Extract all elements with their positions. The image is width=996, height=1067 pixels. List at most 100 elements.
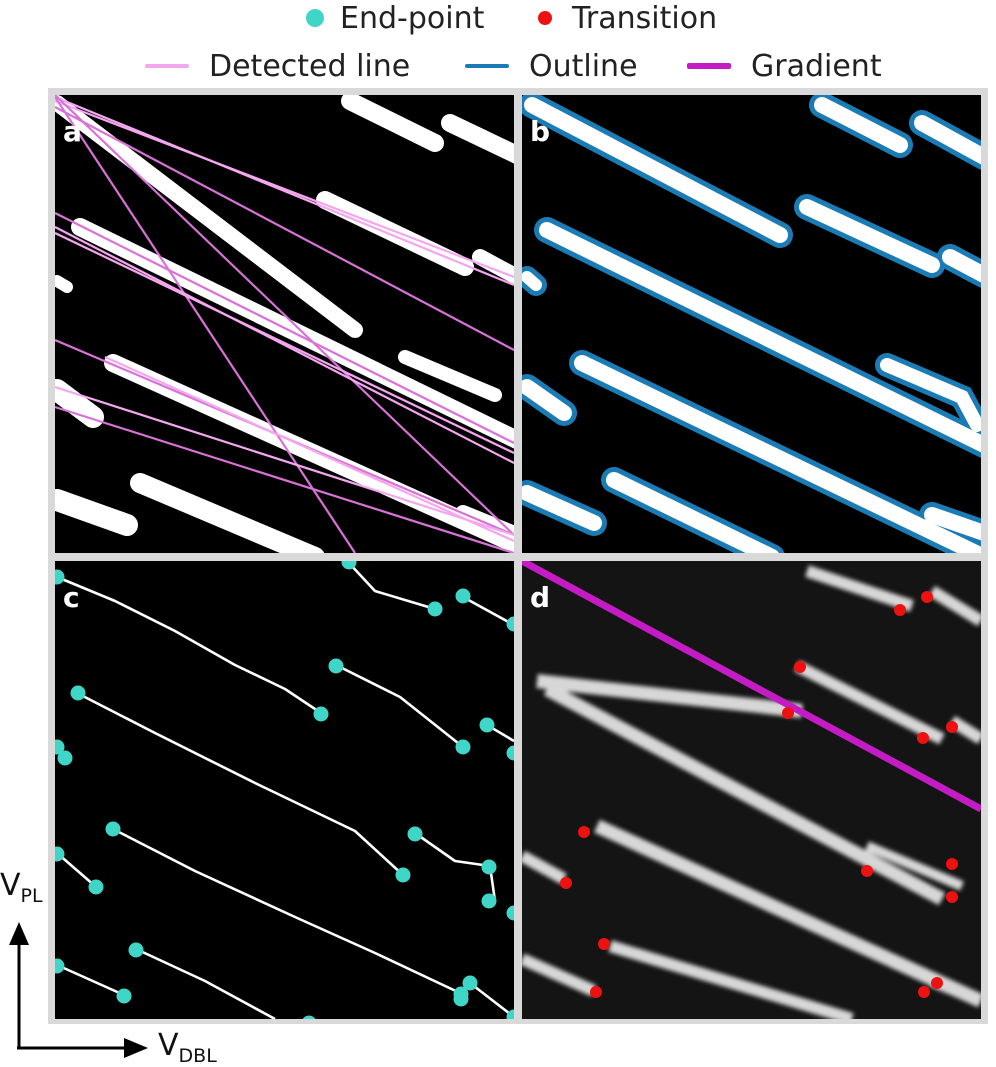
blob bbox=[522, 379, 572, 421]
panel-letter-a: a bbox=[63, 115, 82, 148]
end-point-marker bbox=[455, 739, 471, 755]
legend-transition-label: Transition bbox=[572, 0, 718, 36]
detected-line bbox=[55, 226, 514, 464]
transition-marker-icon bbox=[538, 11, 552, 25]
blob bbox=[914, 115, 981, 165]
end-point-marker bbox=[55, 846, 65, 862]
panel-letter-c: c bbox=[63, 581, 80, 614]
detected-line bbox=[55, 385, 514, 537]
charge-transition-band bbox=[928, 585, 981, 627]
end-point-marker bbox=[506, 616, 514, 632]
transition-marker bbox=[918, 986, 930, 998]
y-axis-label-main: V bbox=[0, 868, 21, 903]
x-axis-label-sub: DBL bbox=[178, 1045, 217, 1067]
end-point-marker bbox=[328, 658, 344, 674]
transition-marker bbox=[931, 977, 943, 989]
end-point-marker bbox=[407, 826, 423, 842]
outline-swatch-icon bbox=[465, 64, 509, 68]
blob bbox=[522, 485, 602, 531]
detected-line bbox=[55, 232, 514, 454]
charge-transition-band bbox=[522, 953, 597, 997]
end-point-marker bbox=[506, 745, 514, 761]
blob bbox=[814, 97, 908, 153]
detected-line bbox=[55, 99, 514, 279]
detected-line bbox=[104, 355, 514, 543]
x-axis-arrowhead-icon bbox=[124, 1038, 148, 1058]
skeleton-line bbox=[76, 691, 404, 876]
charge-transition-band bbox=[608, 940, 854, 1019]
end-point-marker bbox=[105, 821, 121, 837]
panel-d-image bbox=[522, 561, 981, 1019]
blob bbox=[55, 275, 73, 293]
blob bbox=[942, 249, 981, 283]
end-point-marker bbox=[55, 958, 65, 974]
end-point-marker bbox=[57, 750, 73, 766]
end-point-marker bbox=[481, 893, 497, 909]
end-point-marker bbox=[506, 1009, 514, 1019]
end-point-marker bbox=[462, 975, 478, 991]
legend-detected-line-label: Detected line bbox=[209, 48, 411, 84]
end-point-marker bbox=[479, 717, 495, 733]
end-point-marker bbox=[55, 569, 65, 585]
charge-transition-band bbox=[865, 841, 964, 891]
skeleton-line bbox=[135, 947, 276, 1019]
panel-b: b bbox=[522, 95, 981, 553]
legend-outline: Outline bbox=[465, 48, 638, 84]
transition-marker bbox=[946, 858, 958, 870]
panel-a-image bbox=[55, 95, 514, 553]
charge-transition-band bbox=[805, 565, 914, 612]
detected-line bbox=[55, 95, 514, 287]
skeleton-line bbox=[462, 595, 514, 627]
charge-transition-band bbox=[543, 682, 946, 906]
blob bbox=[799, 199, 940, 273]
transition-marker bbox=[590, 986, 602, 998]
skeleton-line bbox=[56, 852, 96, 887]
blob bbox=[55, 95, 363, 338]
panel-letter-d: d bbox=[530, 581, 551, 614]
legend-gradient: Gradient bbox=[687, 48, 882, 84]
transition-marker bbox=[794, 661, 806, 673]
skeleton-line bbox=[56, 575, 322, 715]
detected-line-swatch-icon bbox=[145, 64, 189, 68]
blob bbox=[55, 489, 138, 536]
transition-marker bbox=[560, 877, 572, 889]
transition-marker bbox=[782, 707, 794, 719]
legend-gradient-label: Gradient bbox=[751, 48, 882, 84]
endpoint-marker-icon bbox=[306, 9, 324, 27]
transition-marker bbox=[894, 604, 906, 616]
transition-marker bbox=[578, 826, 590, 838]
y-axis-label: VPL bbox=[0, 868, 43, 907]
charge-transition-band bbox=[522, 850, 567, 885]
transition-marker bbox=[917, 732, 929, 744]
end-point-marker bbox=[302, 1015, 316, 1019]
charge-transition-band bbox=[794, 660, 945, 745]
transition-marker bbox=[946, 891, 958, 903]
skeleton-line bbox=[348, 562, 436, 611]
legend-endpoint: End-point bbox=[306, 0, 484, 36]
blob bbox=[524, 97, 788, 243]
end-point-marker bbox=[55, 739, 65, 755]
blob bbox=[539, 222, 981, 453]
blob bbox=[341, 95, 444, 152]
blob bbox=[130, 473, 325, 553]
y-axis-label-sub: PL bbox=[20, 885, 43, 907]
panel-a: a bbox=[55, 95, 514, 553]
skeleton-line bbox=[414, 831, 497, 902]
end-point-marker bbox=[453, 991, 469, 1007]
transition-marker bbox=[921, 591, 933, 603]
skeleton-line bbox=[112, 827, 461, 995]
blob bbox=[441, 114, 514, 164]
x-axis-label-main: V bbox=[158, 1028, 179, 1063]
legend-outline-label: Outline bbox=[529, 48, 638, 84]
panel-d: d bbox=[522, 561, 981, 1019]
charge-transition-band bbox=[594, 819, 981, 1008]
end-point-marker bbox=[506, 905, 514, 921]
panel-c: c bbox=[55, 561, 514, 1019]
gradient-line bbox=[522, 561, 981, 813]
detected-line bbox=[55, 405, 514, 553]
end-point-marker bbox=[70, 685, 86, 701]
end-point-marker bbox=[88, 879, 104, 895]
gradient-swatch-icon bbox=[687, 63, 731, 69]
end-point-marker bbox=[395, 867, 411, 883]
panel-b-image bbox=[522, 95, 981, 553]
